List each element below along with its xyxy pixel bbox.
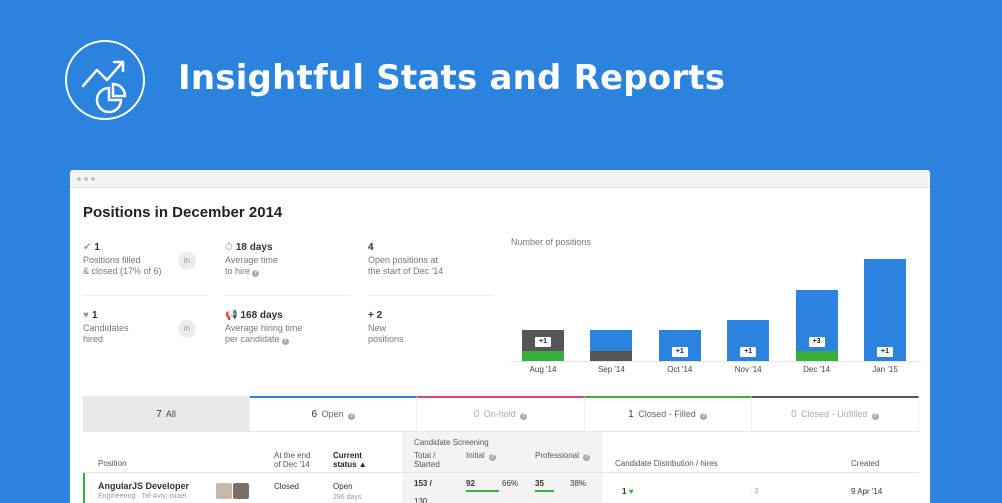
tab-closed-unfilled[interactable]: 0 Closed - Unfilled ? xyxy=(751,396,920,431)
status-duration: 286 days xyxy=(333,494,362,501)
initial-progress-bar xyxy=(466,490,499,492)
chart-bar-segment xyxy=(590,350,633,361)
heart-icon: ♥ xyxy=(83,310,89,321)
current-status: Open xyxy=(333,482,353,491)
help-icon[interactable]: ? xyxy=(871,413,879,420)
hero-title: Insightful Stats and Reports xyxy=(178,58,726,98)
col-header-total[interactable]: Total / Started xyxy=(414,451,440,469)
created-date: 9 Apr '14 xyxy=(851,487,883,496)
window-dot-icon xyxy=(77,177,81,181)
chart-bar-segment xyxy=(590,330,633,351)
chart-bar[interactable]: +1 xyxy=(658,330,701,361)
row-status-accent xyxy=(83,473,85,503)
col-header-end-of-month[interactable]: At the end of Dec '14 xyxy=(274,451,311,469)
help-icon[interactable]: ? xyxy=(252,270,260,277)
col-header-professional[interactable]: Professional ? xyxy=(535,451,591,461)
page-title: Positions in December 2014 xyxy=(83,204,283,221)
chart-bar[interactable] xyxy=(590,330,633,361)
position-meta: Engineering · Tel-Aviv, Israel xyxy=(98,493,187,500)
heart-icon: ♥ xyxy=(628,487,634,496)
help-icon[interactable]: ? xyxy=(520,413,528,420)
end-status: Closed xyxy=(274,482,299,491)
chart-bar-segment xyxy=(864,259,906,361)
professional-progress-bar xyxy=(535,490,554,492)
stat-positions-filled: ✔ 1 Positions filled & closed (17% of 6) xyxy=(83,242,162,276)
chart-x-tick: Sep '14 xyxy=(597,365,625,374)
stat-avg-time-to-hire: ⏱ 18 days Average time to hire? xyxy=(225,242,278,277)
professional-count: 35 xyxy=(535,479,544,488)
col-header-position[interactable]: Position xyxy=(98,459,127,468)
started-candidates: 130 xyxy=(414,497,428,503)
distribution-extra: · 3 xyxy=(750,488,759,495)
tab-all[interactable]: 7 All xyxy=(83,396,251,431)
divider xyxy=(83,472,919,473)
stat-new-positions: + 2 New positions xyxy=(368,310,404,344)
col-header-distribution[interactable]: Candidate Distribution / hires xyxy=(615,459,718,468)
window-titlebar xyxy=(70,170,930,188)
chart-bar-segment xyxy=(795,350,838,361)
tab-on-hold[interactable]: 0 On-hold ? xyxy=(417,396,585,431)
col-header-initial[interactable]: Initial ? xyxy=(466,451,496,461)
help-icon[interactable]: ? xyxy=(281,338,289,345)
stat-open-positions: 4 Open positions at the start of Dec '14 xyxy=(368,242,444,276)
stopwatch-icon: ⏱ xyxy=(225,242,233,253)
chart-x-tick: Aug '14 xyxy=(529,365,557,374)
hires-count: 1 ♥ xyxy=(622,487,634,496)
linkedin-badge[interactable]: in xyxy=(178,252,196,270)
report-window: Positions in December 2014 ✔ 1 Positions … xyxy=(70,170,930,503)
help-icon[interactable]: ? xyxy=(488,454,496,461)
chart-bar-badge: +1 xyxy=(877,347,893,357)
col-header-screening: Candidate Screening xyxy=(414,438,489,447)
chart-axis xyxy=(511,361,921,362)
divider xyxy=(83,295,208,296)
chart-bar-badge: +1 xyxy=(671,346,688,357)
divider xyxy=(368,295,493,296)
col-header-created[interactable]: Created xyxy=(851,459,880,468)
growth-chart-icon xyxy=(65,40,145,120)
chart-x-tick: Jan '15 xyxy=(872,365,898,374)
chart-x-tick: Oct '14 xyxy=(667,365,693,374)
chart-bar[interactable]: +1 xyxy=(727,320,770,361)
help-icon[interactable]: ? xyxy=(700,413,708,420)
tab-closed-filled[interactable]: 1 Closed - Filled ? xyxy=(584,396,752,431)
window-dot-icon xyxy=(84,177,88,181)
chart-bar-badge: +1 xyxy=(535,336,551,347)
status-tabs: 7 All 6 Open ? 0 On-hold ? 1 Closed - Fi… xyxy=(83,396,920,432)
chart-bar-badge: +3 xyxy=(808,336,825,347)
screening-column-bg xyxy=(402,432,602,503)
chart-bar[interactable]: +3 xyxy=(795,289,838,361)
stat-avg-hiring-time: 📢 168 days Average hiring time per candida… xyxy=(225,310,303,345)
megaphone-icon: 📢 xyxy=(225,310,238,321)
chart-x-tick: Nov '14 xyxy=(734,365,762,374)
total-candidates: 153 / xyxy=(414,479,432,488)
checkmark-icon: ✔ xyxy=(83,242,92,253)
linkedin-badge[interactable]: in xyxy=(178,320,196,338)
col-header-current-status[interactable]: Current status ▲ xyxy=(333,451,367,469)
stat-candidates-hired: ♥ 1 Candidates hired xyxy=(83,310,129,344)
chart-title: Number of positions xyxy=(511,237,592,247)
chart-bar[interactable]: +1 xyxy=(864,259,906,361)
tab-open[interactable]: 6 Open ? xyxy=(250,396,418,431)
divider xyxy=(225,295,350,296)
chart-x-tick: Dec '14 xyxy=(803,365,831,374)
help-icon[interactable]: ? xyxy=(583,454,591,461)
professional-percent: 38% xyxy=(570,479,587,488)
position-title[interactable]: AngularJS Developer xyxy=(98,481,190,491)
chart-bar-segment xyxy=(522,350,564,361)
chart-bar[interactable]: +1 xyxy=(522,330,564,361)
chart-bar-badge: +1 xyxy=(740,346,757,357)
initial-count: 92 xyxy=(466,479,475,488)
help-icon[interactable]: ? xyxy=(348,413,356,420)
avatar[interactable] xyxy=(216,483,232,499)
avatar[interactable] xyxy=(233,483,249,499)
initial-percent: 66% xyxy=(502,479,519,488)
window-dot-icon xyxy=(91,177,95,181)
